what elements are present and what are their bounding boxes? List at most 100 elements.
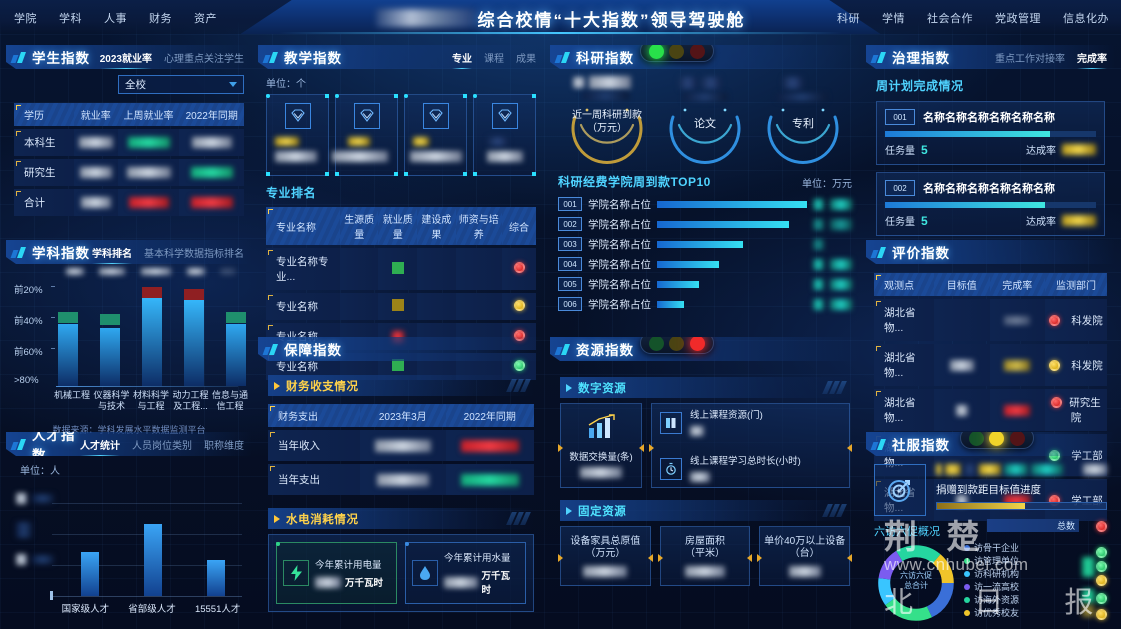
tab-completion-rate[interactable]: 完成率 <box>1077 50 1107 65</box>
bar-power-engineering[interactable] <box>184 289 204 386</box>
teaching-index-title: 教学指数 <box>284 51 342 66</box>
progress-fill <box>885 131 1050 137</box>
major-ranking-table: 专业名称 生源质量 就业质量 建设成果 师资与培养 综合 专业名称专业... <box>266 204 536 383</box>
research-traffic-light[interactable] <box>640 40 714 62</box>
teaching-kpi-card[interactable] <box>266 94 329 176</box>
nav-item-xueke[interactable]: 学科 <box>59 13 82 25</box>
list-item[interactable]: 006 学院名称占位 <box>558 294 852 314</box>
list-item[interactable]: 003 学院名称占位 <box>558 234 852 254</box>
panel-resource-index: 资源指数 数字资源 <box>550 337 860 625</box>
visit-total-chip: 总数 <box>987 519 1079 532</box>
donation-progress-fill <box>937 503 1025 509</box>
legend-item[interactable]: 访海外资源 <box>964 593 1081 606</box>
title-redacted-block <box>375 9 476 27</box>
tab-title-dimension[interactable]: 职称维度 <box>204 440 244 452</box>
bar-info-communication[interactable] <box>226 312 246 386</box>
tab-talent-statistics[interactable]: 人才统计 <box>80 437 120 452</box>
bar-national-talent[interactable] <box>80 552 99 596</box>
data-exchange-card[interactable]: 数据交换量(条) <box>558 403 644 488</box>
rank-badge: 002 <box>885 180 915 196</box>
cell-value <box>934 344 990 386</box>
table-row[interactable]: 湖北省物... 研究生院 <box>874 389 1107 431</box>
teaching-kpi-card[interactable] <box>332 94 398 176</box>
tab-psychological-focus-students[interactable]: 心理重点关注学生 <box>164 53 244 65</box>
list-item[interactable]: 004 学院名称占位 <box>558 254 852 274</box>
weekly-plan-item[interactable]: 001 名称名称名称名称名称名称 任务量 5 达成率 <box>876 101 1105 165</box>
legend-item[interactable]: 访管理单位 <box>964 554 1081 567</box>
evaluation-index-title: 评价指数 <box>892 246 950 261</box>
visit-donut-chart[interactable]: 六访六促 总合计 <box>874 541 958 625</box>
cell-value <box>360 430 446 461</box>
tab-discipline-ranking[interactable]: 学科排名 <box>92 245 132 260</box>
table-row[interactable]: 专业名称 <box>266 293 536 320</box>
electricity-card[interactable]: 今年累计用电量 万千瓦时 <box>276 542 397 604</box>
student-index-title: 学生指数 <box>32 51 90 66</box>
nav-item-keyan[interactable]: 科研 <box>837 13 860 25</box>
fixed-section-header: 固定资源 <box>560 500 850 521</box>
bar-15551-talent[interactable] <box>207 560 226 596</box>
bar-provincial-talent[interactable] <box>143 524 162 596</box>
talent-unit-label: 单位：人 <box>20 466 60 477</box>
weekly-plan-item[interactable]: 002 名称名称名称名称名称名称 任务量 5 达成率 <box>876 172 1105 236</box>
nav-item-caiwu[interactable]: 财务 <box>149 13 172 25</box>
nav-item-dangzhengguanli[interactable]: 党政管理 <box>995 13 1041 25</box>
bar-instrument-science[interactable] <box>100 314 120 386</box>
table-row[interactable]: 湖北省物... 科发院 <box>874 344 1107 386</box>
ytick-over80: >80% <box>14 375 39 386</box>
building-area-card[interactable]: 房屋面积 （平米） <box>657 526 753 586</box>
resource-traffic-light[interactable] <box>640 332 714 354</box>
gauge-papers[interactable]: 论文 <box>657 73 753 169</box>
gauge-weekly-research-funding[interactable]: 近一周科研到款 （万元） <box>559 73 655 169</box>
list-item[interactable]: 001 学院名称占位 <box>558 194 852 214</box>
nav-item-xueqing[interactable]: 学情 <box>882 13 905 25</box>
table-row[interactable]: 合计 <box>14 189 244 216</box>
tab-employment-rate-2023[interactable]: 2023就业率 <box>100 50 152 65</box>
cell-value <box>179 189 244 216</box>
tab-achievement[interactable]: 成果 <box>516 53 536 65</box>
equipment-value-card[interactable]: 设备家具总原值 （万元） <box>558 526 653 586</box>
table-row[interactable]: 本科生 <box>14 129 244 156</box>
task-count-label: 任务量 <box>885 146 915 157</box>
legend-item[interactable]: 访骨干企业 <box>964 541 1081 554</box>
table-row[interactable]: 当年收入 <box>268 430 534 461</box>
table-row[interactable]: 湖北省物... 科发院 <box>874 299 1107 341</box>
nav-item-renshi[interactable]: 人事 <box>104 13 127 25</box>
legend-item[interactable]: 访一流高校 <box>964 580 1081 593</box>
social-traffic-light[interactable] <box>960 427 1034 449</box>
governance-index-tabs: 重点工作对接率 完成率 <box>995 50 1115 65</box>
nav-item-zichan[interactable]: 资产 <box>194 13 217 25</box>
tab-major[interactable]: 专业 <box>452 50 472 65</box>
tab-staff-position-category[interactable]: 人员岗位类别 <box>132 440 192 452</box>
school-scope-select[interactable]: 全校 <box>118 75 244 94</box>
nav-item-xinxihua[interactable]: 信息化办 <box>1063 13 1109 25</box>
cell-observation-point: 湖北省物... <box>874 299 934 341</box>
list-item[interactable]: 002 学院名称占位 <box>558 214 852 234</box>
table-row[interactable]: 当年支出 <box>268 464 534 495</box>
bar-mechanical-engineering[interactable] <box>58 312 78 386</box>
water-card[interactable]: 今年累计用水量 万千瓦时 <box>405 542 526 604</box>
table-row[interactable]: 研究生 <box>14 159 244 186</box>
electricity-unit: 万千瓦时 <box>345 578 384 589</box>
tab-key-work-docking-rate[interactable]: 重点工作对接率 <box>995 53 1065 65</box>
gauge-patents[interactable]: 专利 <box>755 73 851 169</box>
tab-esi-ranking[interactable]: 基本科学数据指标排名 <box>144 248 244 260</box>
bar-materials-science[interactable] <box>142 287 162 386</box>
nav-item-xueyuan[interactable]: 学院 <box>14 13 37 25</box>
panel-evaluation-index: 评价指数 观测点 目标值 完成率 监测部门 湖北省物... <box>866 240 1115 521</box>
cell-status-dept: 科发院 <box>1045 299 1107 341</box>
legend-item[interactable]: 访优秀校友 <box>964 606 1081 619</box>
tab-course[interactable]: 课程 <box>484 53 504 65</box>
table-row[interactable]: 专业名称专业... <box>266 248 536 290</box>
teaching-kpi-card[interactable] <box>473 94 536 176</box>
col-observation-point: 观测点 <box>874 273 934 296</box>
teaching-kpi-card[interactable] <box>404 94 467 176</box>
top10-title: 科研经费学院周到款TOP10 <box>558 175 711 189</box>
nav-item-shehuihezuo[interactable]: 社会合作 <box>927 13 973 25</box>
online-course-card[interactable]: 线上课程资源(门) 线上课程学习总时长(小时) <box>649 403 852 488</box>
legend-item[interactable]: 访科研机构 <box>964 567 1081 580</box>
table-row[interactable]: 湖北省物... 学工部 <box>874 479 1107 521</box>
high-value-equipment-card[interactable]: 单价40万以上设备 （台） <box>757 526 853 586</box>
cell-value <box>445 464 534 495</box>
row-label-graduate: 研究生 <box>14 159 74 186</box>
list-item[interactable]: 005 学院名称占位 <box>558 274 852 294</box>
